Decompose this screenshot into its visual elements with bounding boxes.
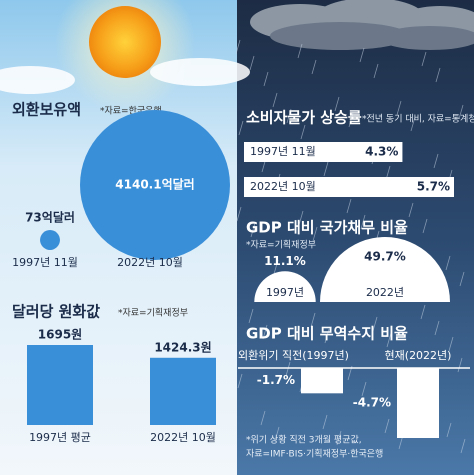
bar <box>244 177 454 197</box>
clouds-left <box>0 58 250 94</box>
category-label: 1997년 <box>266 286 304 299</box>
chart-title: 소비자물가 상승률 <box>246 109 362 127</box>
semicircle <box>254 271 316 302</box>
source: *전년 동기 대비, 자료=통계청 <box>362 113 474 125</box>
category-label: 1997년 11월 <box>12 256 78 269</box>
chart-title: GDP 대비 무역수지 비율 <box>246 325 408 343</box>
category-label: 1997년 11월 <box>250 145 316 158</box>
value-label: 11.1% <box>264 254 306 268</box>
chart-title: GDP 대비 국가채무 비율 <box>246 219 408 237</box>
note: 자료=IMF·BIS·기획재정부·한국은행 <box>246 448 383 460</box>
value-label: 4140.1억달러 <box>115 177 194 192</box>
value-label: 1695원 <box>38 328 82 342</box>
value-label: -1.7% <box>257 373 295 387</box>
note: *위기 상황 직전 3개월 평균값, <box>246 434 362 446</box>
value-label: 5.7% <box>417 180 450 194</box>
category-label: 2022년 10월 <box>250 180 316 193</box>
category-label: 2022년 <box>366 286 404 299</box>
bar <box>397 368 439 438</box>
value-label: -4.7% <box>353 396 391 410</box>
bar <box>244 142 403 162</box>
source: *자료=기획재정부 <box>246 239 316 251</box>
category-label: 1997년 평균 <box>29 431 91 444</box>
source: *자료=기획재정부 <box>118 307 188 319</box>
sun <box>89 6 161 78</box>
category-label: 2022년 10월 <box>117 256 183 269</box>
value-label: 4.3% <box>365 145 398 159</box>
category-label: 현재(2022년) <box>385 349 452 362</box>
category-label: 외환위기 직전(1997년) <box>238 349 349 362</box>
value-label: 73억달러 <box>25 210 75 225</box>
category-label: 2022년 10월 <box>150 431 216 444</box>
bubble <box>40 230 60 250</box>
value-label: 49.7% <box>364 250 406 264</box>
chart-title: 외환보유액 <box>12 101 81 119</box>
chart-title: 달러당 원화값 <box>12 303 100 321</box>
bar <box>27 345 93 425</box>
bubble <box>80 110 230 260</box>
storm-clouds <box>250 0 474 50</box>
value-label: 1424.3원 <box>154 340 211 354</box>
semicircle <box>320 237 450 302</box>
bar <box>301 368 343 394</box>
bar <box>150 357 216 425</box>
